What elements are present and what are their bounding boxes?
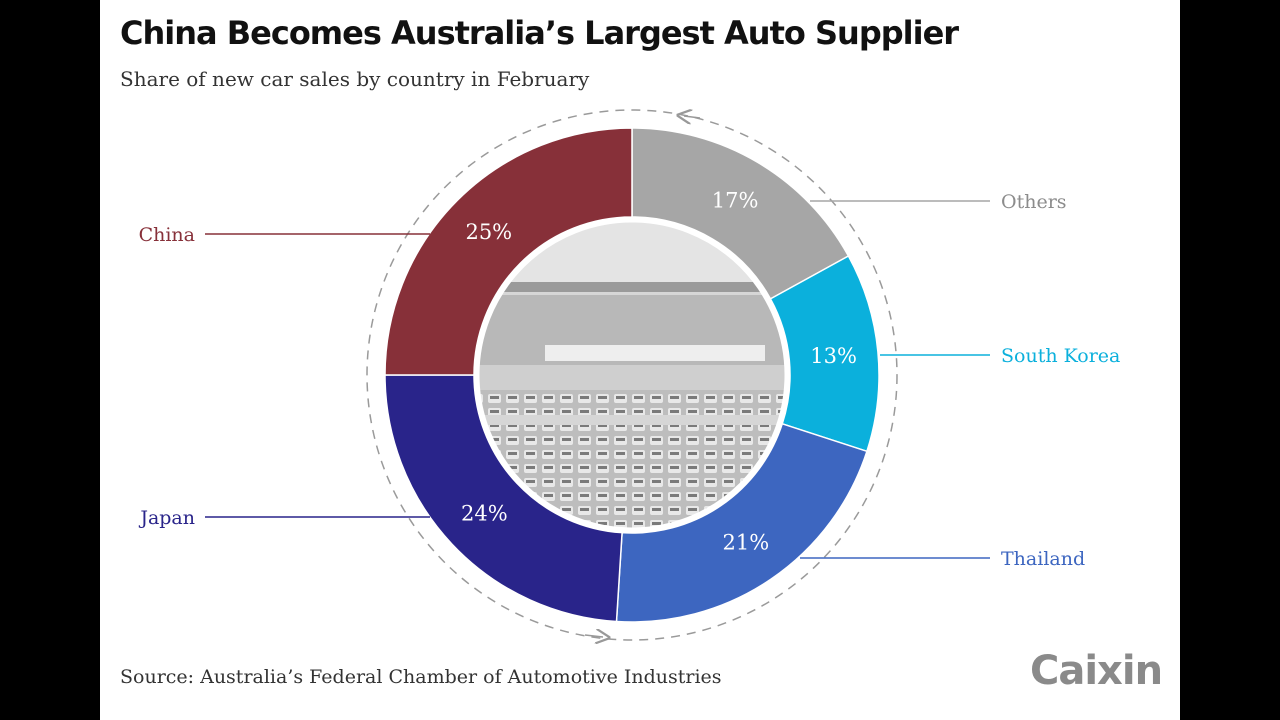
caixin-logo: Caixin [1030, 648, 1163, 694]
legend-label: Others [1001, 191, 1067, 213]
slice-china [384, 127, 633, 376]
legend-label: China [139, 224, 195, 246]
chart-subtitle: Share of new car sales by country in Feb… [120, 67, 590, 91]
arrow-icon [684, 116, 701, 118]
value-label: 25% [465, 220, 512, 244]
dashed-outer-circle [366, 109, 898, 641]
value-label: 21% [722, 530, 769, 554]
legend-label: Japan [138, 507, 195, 529]
value-label: 13% [810, 344, 857, 368]
value-label: 17% [712, 189, 759, 213]
arrow-icon [584, 635, 603, 637]
legend-label: South Korea [1001, 345, 1120, 367]
chart-title: China Becomes Australia’s Largest Auto S… [120, 14, 959, 52]
source-note: Source: Australia’s Federal Chamber of A… [120, 666, 722, 688]
legend-label: Thailand [1001, 548, 1085, 570]
slice-thailand [615, 422, 868, 623]
slice-japan [384, 374, 623, 623]
donut-ring: 17% 13% 21% 24% 25% [384, 127, 880, 623]
value-label: 24% [461, 502, 508, 526]
